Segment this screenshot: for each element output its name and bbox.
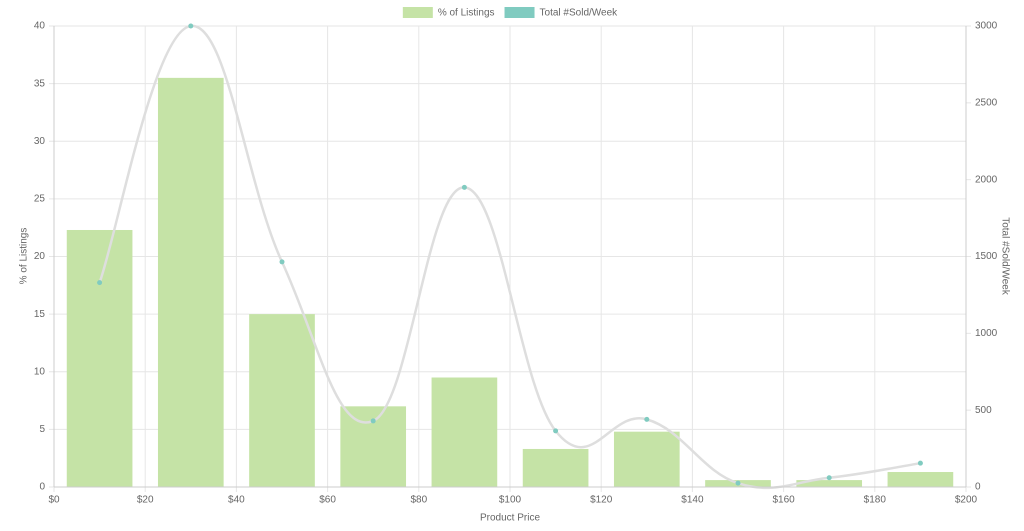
legend-swatch — [402, 7, 433, 18]
x-tick-label: $100 — [499, 495, 522, 506]
bar — [887, 472, 954, 487]
point — [279, 259, 285, 265]
y2-tick-label: 1500 — [975, 251, 998, 262]
x-tick-label: $20 — [137, 495, 154, 506]
point — [735, 480, 741, 486]
y-axis-title: % of Listings — [19, 228, 30, 285]
point — [553, 428, 559, 434]
y2-tick-label: 2500 — [975, 97, 998, 108]
y-tick-label: 10 — [34, 366, 46, 377]
legend: % of Listings Total #Sold/Week — [402, 7, 619, 19]
y-tick-label: 40 — [34, 21, 46, 32]
y2-tick-label: 3000 — [975, 21, 998, 32]
y2-axis-title: Total #Sold/Week — [999, 217, 1010, 296]
bar — [796, 480, 863, 487]
x-tick-label: $80 — [410, 495, 427, 506]
legend-label: Total #Sold/Week — [540, 8, 619, 19]
y-tick-label: 30 — [34, 136, 46, 147]
bar — [522, 448, 589, 487]
y-tick-label: 20 — [34, 251, 46, 262]
y2-tick-label: 1000 — [975, 328, 998, 339]
point — [917, 460, 923, 466]
y-tick-label: 0 — [39, 482, 45, 493]
bar — [613, 431, 680, 487]
x-tick-label: $180 — [864, 495, 887, 506]
y-tick-label: 25 — [34, 194, 46, 205]
x-tick-label: $120 — [590, 495, 613, 506]
bar — [431, 377, 498, 487]
x-tick-label: $40 — [228, 495, 245, 506]
y2-tick-label: 500 — [975, 405, 992, 416]
x-axis-title: Product Price — [480, 513, 540, 524]
legend-label: % of Listings — [438, 8, 495, 19]
point — [826, 475, 832, 481]
y2-tick-label: 0 — [975, 482, 981, 493]
point — [370, 418, 376, 424]
point — [188, 23, 194, 29]
point — [461, 184, 467, 190]
bar — [157, 77, 224, 488]
x-tick-label: $60 — [319, 495, 336, 506]
x-tick-label: $160 — [772, 495, 795, 506]
x-tick-label: $200 — [955, 495, 978, 506]
point — [644, 416, 650, 422]
y-tick-label: 5 — [39, 424, 45, 435]
y2-tick-label: 2000 — [975, 174, 998, 185]
bar — [66, 229, 133, 487]
legend-swatch — [504, 7, 535, 18]
y-tick-label: 35 — [34, 78, 46, 89]
point — [97, 280, 103, 286]
bar — [249, 314, 315, 487]
x-tick-label: $0 — [48, 495, 60, 506]
x-tick-label: $140 — [681, 495, 704, 506]
y-tick-label: 15 — [34, 309, 46, 320]
